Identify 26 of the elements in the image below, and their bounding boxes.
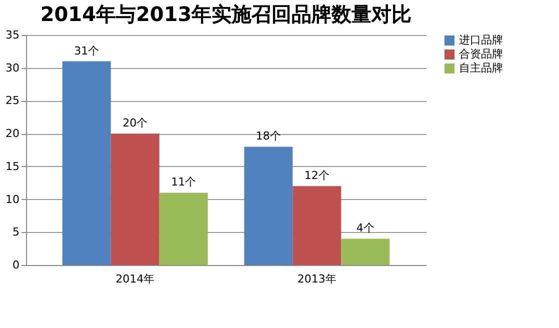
y-tick-label: 20 [6, 127, 20, 140]
x-tick-label: 2014年 [116, 272, 155, 286]
data-label: 4个 [356, 222, 374, 235]
y-tick-label: 10 [6, 192, 20, 206]
bar [159, 192, 208, 265]
x-tick-label: 2013年 [297, 272, 336, 286]
y-tick-label: 35 [6, 28, 20, 42]
data-label: 18个 [256, 130, 281, 143]
y-tick-label: 5 [12, 226, 20, 239]
bar [110, 134, 160, 265]
y-tick-label: 30 [6, 61, 20, 74]
data-label: 12个 [304, 169, 330, 182]
y-tick-label: 25 [6, 94, 20, 108]
bar [62, 61, 111, 265]
legend-label: 合资品牌 [459, 48, 503, 60]
legend-label: 进口品牌 [459, 34, 503, 46]
bar [244, 146, 293, 265]
data-label: 11个 [171, 176, 196, 189]
y-tick-label: 15 [6, 160, 20, 173]
bar [292, 186, 342, 265]
legend-label: 自主品牌 [459, 62, 503, 74]
bar [341, 238, 390, 265]
data-label: 31个 [74, 44, 100, 58]
data-label: 20个 [122, 116, 148, 130]
chart-title: 2014年与2013年实施召回品牌数量对比 [40, 2, 412, 26]
y-tick-label: 0 [12, 258, 20, 272]
